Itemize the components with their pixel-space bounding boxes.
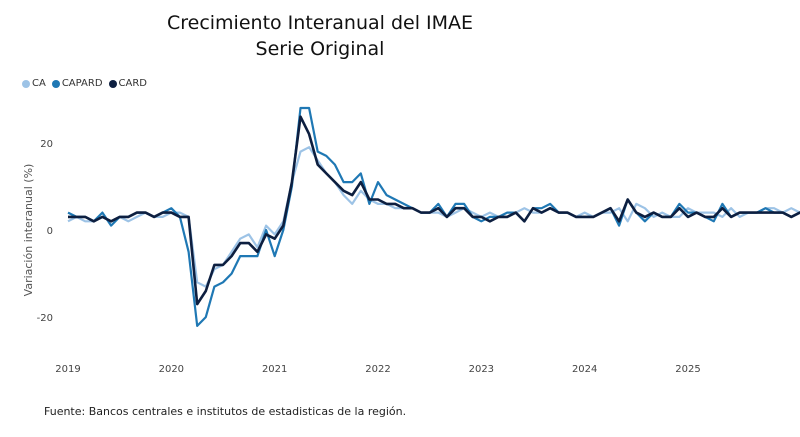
legend: CA CAPARD CARD [22, 78, 147, 89]
chart-title-line-1: Crecimiento Interanual del IMAE [166, 12, 474, 34]
series-line-capard[interactable] [67, 106, 800, 327]
chart-title: Crecimiento Interanual del IMAE Serie Or… [0, 10, 640, 62]
y-axis-label: Variación interanual (%) [22, 164, 35, 297]
legend-label-capard: CAPARD [61, 78, 103, 89]
x-tick-label: 2019 [55, 364, 80, 375]
x-tick-label: 2020 [159, 364, 184, 375]
x-tick-label: 2024 [572, 364, 597, 375]
series-line-card[interactable] [68, 115, 800, 306]
x-tick-label: 2022 [365, 364, 390, 375]
legend-label-ca: CA [32, 78, 46, 89]
legend-marker-capard [51, 79, 60, 88]
x-tick-label: 2025 [675, 364, 700, 375]
legend-item-ca[interactable]: CA [22, 78, 46, 89]
legend-marker-ca [22, 79, 30, 88]
source-note: Fuente: Bancos centrales e institutos de… [44, 405, 407, 418]
legend-item-card[interactable]: CARD [108, 78, 148, 89]
legend-item-capard[interactable]: CAPARD [51, 78, 103, 89]
legend-label-card: CARD [118, 78, 148, 89]
y-tick-label: 0 [47, 226, 53, 237]
legend-marker-card [108, 79, 117, 88]
chart-title-line-2: Serie Original [255, 38, 385, 60]
x-tick-label: 2023 [469, 364, 494, 375]
x-tick-label: 2021 [262, 364, 287, 375]
y-tick-label: 20 [40, 139, 53, 150]
y-tick-label: -20 [37, 313, 53, 324]
